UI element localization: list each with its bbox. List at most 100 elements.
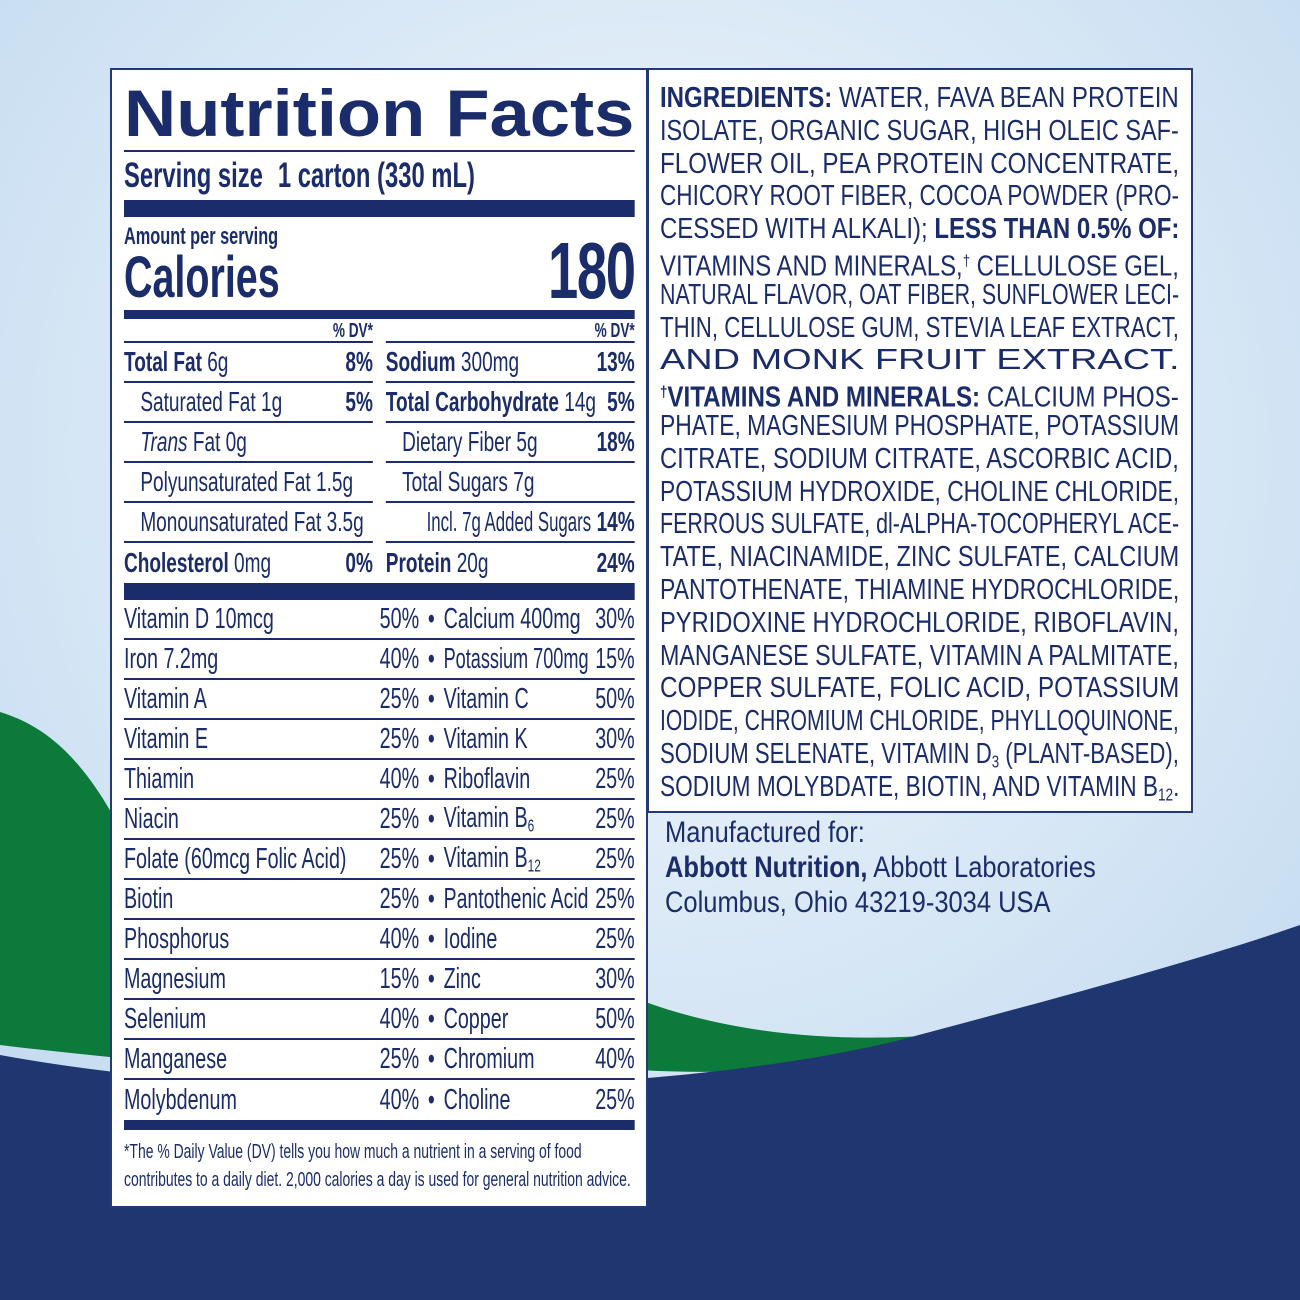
- vitamin-name-cell: Magnesium: [124, 963, 377, 996]
- nutrient-name-rest: Fat: [192, 426, 221, 457]
- vitamin-dv: 25%: [379, 802, 420, 835]
- nutrient-name-amount: Total Sugars 7g: [402, 466, 534, 498]
- vitamin-name-cell: Vitamin A: [124, 683, 377, 716]
- ingredients-line: TATE, NIACINAMIDE, ZINC SULFATE, CALCIUM: [660, 541, 1179, 574]
- vitamin-subscript: 12: [527, 855, 541, 876]
- vitamin-name: Pantothenic Acid: [444, 883, 589, 916]
- vitamin-name-cell: Choline: [444, 1084, 589, 1117]
- nutrient-name: Polyunsaturated Fat: [140, 466, 311, 497]
- ingredients-line: SODIUM SELENATE, VITAMIN D3 (PLANT-BASED…: [660, 738, 1179, 771]
- green-swoosh-left: [0, 712, 140, 1060]
- vitamin-dv: 25%: [595, 842, 635, 875]
- ingredients-line-text: VITAMINS AND MINERALS,† CELLULOSE GEL,: [660, 246, 1179, 283]
- vitamin-dv: 25%: [379, 682, 420, 715]
- nutrient-amount: 3.5g: [326, 506, 364, 537]
- ingredients-line-text: FERROUS SULFATE, dl-ALPHA-TOCOPHERYL ACE…: [660, 508, 1179, 541]
- macronutrient-column-right: % DV* Sodium 300mg 13% Total Carbohydrate …: [385, 319, 635, 583]
- ingredients-segment: AND MONK FRUIT EXTRACT.: [660, 344, 1180, 377]
- vitamin-dv: 30%: [595, 602, 635, 635]
- bullet: •: [427, 922, 435, 955]
- nutrient-amount: 1g: [260, 386, 283, 417]
- nutrition-facts-title: Nutrition Facts: [124, 76, 635, 150]
- vitamin-row: Selenium 40% • Copper 50%: [124, 1000, 635, 1040]
- ingredients-line-text: AND MONK FRUIT EXTRACT.: [660, 344, 1180, 377]
- vitamin-name-text: Vitamin B: [443, 801, 528, 834]
- nutrient-name: Total Sugars: [402, 466, 508, 497]
- vitamin-name-cell: Thiamin: [124, 763, 377, 796]
- vitamin-dv: 15%: [595, 642, 635, 675]
- ingredients-line: NATURAL FLAVOR, OAT FIBER, SUNFLOWER LEC…: [660, 279, 1179, 312]
- nutrient-name-cell: Total Fat 6g: [124, 346, 340, 378]
- vitamin-name: Riboflavin: [444, 763, 531, 796]
- nutrient-dv: 14%: [596, 506, 635, 537]
- vitamin-name: Vitamin B12: [444, 842, 541, 876]
- ingredients-panel: INGREDIENTS: WATER, FAVA BEAN PROTEIN ISO…: [647, 68, 1193, 813]
- nutrient-name: Protein: [385, 547, 452, 578]
- ingredients-line: THIN, CELLULOSE GUM, STEVIA LEAF EXTRACT…: [660, 312, 1179, 345]
- nutrient-name-amount: Protein 20g: [386, 547, 489, 579]
- manufacturer-address: Columbus, Ohio 43219-3034 USA: [665, 886, 1051, 919]
- vitamin-row: Niacin 25% • Vitamin B6 25%: [124, 800, 635, 840]
- vitamin-name: Vitamin K: [444, 723, 528, 756]
- nutrient-amount: 20g: [456, 547, 489, 578]
- vitamin-mineral-table: Vitamin D 10mcg 50% • Calcium 400mg 30% Iron …: [124, 600, 635, 1120]
- ingredients-line-text: THIN, CELLULOSE GUM, STEVIA LEAF EXTRACT…: [660, 312, 1179, 345]
- nutrient-row: Protein 20g 24%: [386, 543, 635, 583]
- vitamin-name-cell: Biotin: [124, 883, 377, 916]
- ingredients-line: PHATE, MAGNESIUM PHOSPHATE, POTASSIUM: [660, 410, 1179, 443]
- ingredients-segment: CALCIUM PHOS-: [980, 381, 1179, 414]
- vitamin-name-text: Calcium 400mg: [443, 602, 581, 635]
- vitamin-name-cell: Riboflavin: [444, 763, 589, 796]
- amount-per-serving-label: Amount per serving: [124, 223, 279, 250]
- nutrient-name-cell: Sodium 300mg: [386, 346, 591, 378]
- macronutrient-column-left: % DV* Total Fat 6g 8% Saturated Fat 1g 5% Tr…: [124, 319, 373, 583]
- bullet: •: [427, 642, 435, 675]
- vitamin-name-cell: Vitamin B12: [444, 842, 589, 876]
- nutrient-dv: 24%: [596, 547, 635, 578]
- thick-divider: [124, 1120, 635, 1130]
- ingredients-segment: †: [660, 384, 668, 402]
- ingredients-line: MANGANESE SULFATE, VITAMIN A PALMITATE,: [660, 640, 1179, 673]
- manufacturer-info: Manufactured for: Abbott Nutrition, Abbo…: [665, 815, 1096, 920]
- ingredients-line-text: COPPER SULFATE, FOLIC ACID, POTASSIUM: [660, 672, 1179, 705]
- nutrition-facts-title-box: Nutrition Facts: [124, 80, 635, 146]
- nutrient-name: Cholesterol: [124, 547, 229, 578]
- vitamin-row: Vitamin A 25% • Vitamin C 50%: [124, 680, 635, 720]
- vitamin-name-cell: Iron 7.2mg: [124, 643, 377, 676]
- ingredients-line-text: POTASSIUM HYDROXIDE, CHOLINE CHLORIDE,: [660, 476, 1179, 509]
- nutrient-name-amount: Cholesterol 0mg: [124, 547, 271, 579]
- bullet: •: [427, 962, 435, 995]
- calories-label: Calories: [124, 245, 280, 310]
- ingredients-line-text: SODIUM MOLYBDATE, BIOTIN, AND VITAMIN B1…: [660, 771, 1179, 811]
- nutrient-dv: 5%: [607, 386, 635, 417]
- vitamin-name-cell: Zinc: [444, 963, 589, 996]
- vitamin-name-text: Riboflavin: [443, 762, 531, 795]
- vitamin-dv: 25%: [379, 842, 420, 875]
- nutrient-row: Total Sugars 7g: [385, 463, 635, 503]
- bullet: •: [427, 722, 435, 755]
- ingredients-line-text: NATURAL FLAVOR, OAT FIBER, SUNFLOWER LEC…: [660, 279, 1179, 312]
- bullet: •: [427, 1042, 435, 1075]
- vitamin-dv: 50%: [595, 682, 635, 715]
- vitamin-name-cell: Niacin: [124, 803, 377, 836]
- nutrient-dv: 5%: [345, 386, 373, 417]
- vitamin-name-cell: Vitamin E: [124, 723, 377, 756]
- nutrient-name-amount: Trans Fat 0g: [140, 426, 247, 458]
- vitamin-dv: 25%: [595, 802, 635, 835]
- ingredients-segment: †: [962, 252, 971, 270]
- bullet: •: [427, 1083, 435, 1116]
- ingredients-segment: MANGANESE SULFATE, VITAMIN A PALMITATE,: [660, 639, 1179, 672]
- vitamin-dv: 25%: [379, 722, 420, 755]
- vitamin-dv: 40%: [595, 1042, 635, 1075]
- ingredients-line: COPPER SULFATE, FOLIC ACID, POTASSIUM: [660, 672, 1179, 705]
- vitamin-name: Phosphorus: [124, 922, 230, 955]
- ingredients-segment: CELLULOSE GEL,: [970, 250, 1179, 283]
- nutrient-amount: 5g: [516, 426, 538, 457]
- macronutrient-table: % DV* Total Fat 6g 8% Saturated Fat 1g 5% Tr…: [124, 319, 635, 583]
- vitamin-dv: 50%: [595, 1002, 635, 1035]
- ingredients-line-text: ISOLATE, ORGANIC SUGAR, HIGH OLEIC SAF-: [660, 115, 1179, 148]
- ingredients-line: CHICORY ROOT FIBER, COCOA POWDER (PRO-: [660, 180, 1179, 213]
- nutrient-name: Saturated Fat: [140, 386, 256, 417]
- nutrient-amount: 7g: [513, 466, 535, 497]
- ingredients-segment: ISOLATE, ORGANIC SUGAR, HIGH OLEIC SAF-: [660, 114, 1179, 147]
